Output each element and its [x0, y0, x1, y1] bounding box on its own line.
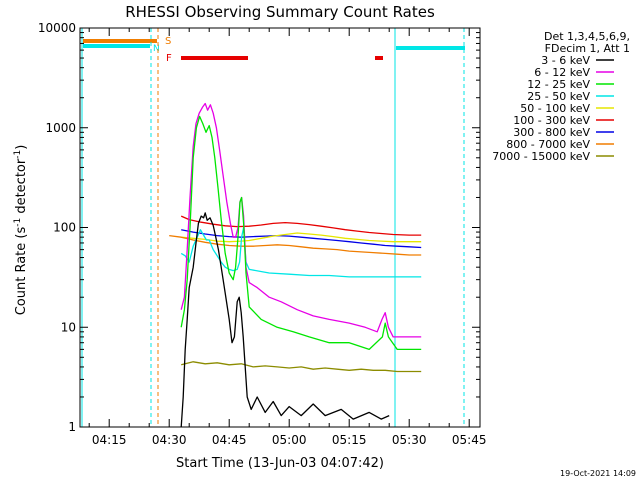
legend-label: 800 - 7000 keV	[506, 138, 590, 151]
y-label-part-2: detector	[14, 158, 29, 218]
series-line-1	[180, 102, 422, 338]
axes-layer: 1 10 100 1000 10000 04:15 04:30 04:45 05:00 05:15…	[38, 21, 487, 447]
x-tick-label: 05:45	[452, 433, 487, 447]
series-line-2	[180, 115, 422, 351]
legend: Det 1,3,4,5,6,9, FDecim 1, Att 1 3 - 6 k…	[492, 30, 630, 163]
legend-label: 3 - 6 keV	[541, 54, 590, 67]
x-tick-label: 05:15	[332, 433, 367, 447]
series-line-8	[181, 361, 422, 373]
y-label-sup-2: -1	[13, 150, 23, 159]
flag-f-label: F	[166, 53, 172, 64]
series-layer	[169, 102, 422, 428]
footer-date: 19-Oct-2021 14:09	[560, 469, 636, 478]
legend-label: 6 - 12 keV	[534, 66, 590, 79]
flag-n-label: N	[153, 44, 160, 54]
series-line-6	[181, 229, 422, 249]
y-tick-label: 1000	[45, 121, 76, 135]
x-tick-label: 04:15	[92, 433, 127, 447]
status-bars: S F N	[81, 28, 465, 427]
legend-label: 25 - 50 keV	[527, 90, 590, 103]
y-tick-label: 1	[68, 420, 76, 434]
y-tick-label: 10000	[38, 21, 76, 35]
chart-title: RHESSI Observing Summary Count Rates	[125, 3, 435, 21]
legend-label: 7000 - 15000 keV	[492, 150, 590, 163]
legend-label: 300 - 800 keV	[513, 126, 590, 139]
y-tick-label: 10	[61, 320, 76, 334]
y-tick-label: 100	[53, 221, 76, 235]
legend-label: 100 - 300 keV	[513, 114, 590, 127]
legend-header-1: Det 1,3,4,5,6,9,	[544, 30, 630, 43]
x-tick-label: 05:00	[272, 433, 307, 447]
series-line-5	[180, 215, 422, 236]
flag-s-label: S	[165, 36, 171, 47]
x-axis-label: Start Time (13-Jun-03 04:07:42)	[176, 456, 384, 471]
y-label-part-3: )	[14, 145, 29, 150]
plot-frame	[79, 27, 481, 428]
y-label-sup-1: -1	[13, 218, 23, 227]
y-axis-label: Count Rate (s-1 detector-1)	[13, 145, 29, 316]
series-line-3	[180, 226, 422, 278]
x-tick-label: 05:30	[392, 433, 427, 447]
series-line-4	[181, 232, 422, 243]
legend-label: 50 - 100 keV	[520, 102, 590, 115]
legend-header-2: FDecim 1, Att 1	[545, 42, 630, 55]
x-tick-label: 04:45	[212, 433, 247, 447]
legend-label: 12 - 25 keV	[527, 78, 590, 91]
x-tick-label: 04:30	[152, 433, 187, 447]
y-label-part-1: Count Rate (s	[14, 227, 29, 316]
series-line-0	[180, 212, 390, 428]
